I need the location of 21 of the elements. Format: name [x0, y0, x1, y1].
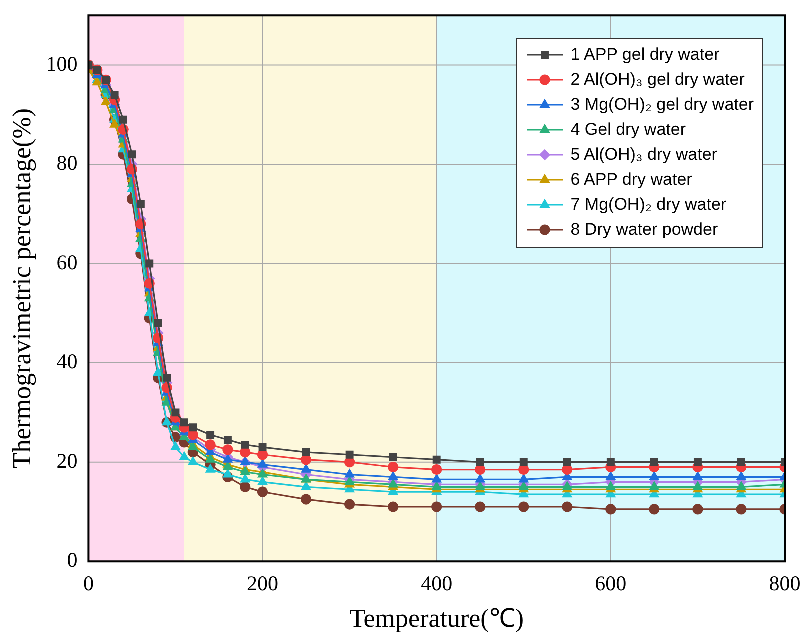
x-tick-label: 0 [83, 572, 94, 596]
x-axis-title: Temperature(℃) [350, 604, 524, 634]
legend-label: 6 APP dry water [570, 170, 692, 190]
legend-label: 3 Mg(OH)₂ gel dry water [570, 95, 754, 116]
x-tick-label: 200 [247, 572, 279, 596]
y-axis-title: Thermogravimetric percentage(%) [7, 108, 36, 469]
x-tick-label: 800 [769, 572, 801, 596]
y-tick-label: 40 [56, 350, 78, 374]
y-tick-label: 20 [56, 448, 78, 473]
x-tick-label: 600 [595, 572, 627, 596]
y-tick-label: 60 [56, 250, 78, 274]
x-tick-label: 400 [421, 572, 453, 596]
legend-label: 5 Al(OH)₃ dry water [570, 145, 718, 166]
legend-label: 1 APP gel dry water [570, 45, 720, 66]
legend-label: 2 Al(OH)₃ gel dry water [570, 70, 745, 90]
y-tick-label: 100 [46, 52, 78, 76]
legend-label: 7 Mg(OH)₂ dry water [570, 195, 727, 216]
y-tick-label: 80 [56, 151, 78, 176]
y-tick-label: 0 [67, 548, 78, 572]
legend-label: 8 Dry water powder [570, 220, 718, 240]
legend-label: 4 Gel dry water [570, 120, 686, 140]
